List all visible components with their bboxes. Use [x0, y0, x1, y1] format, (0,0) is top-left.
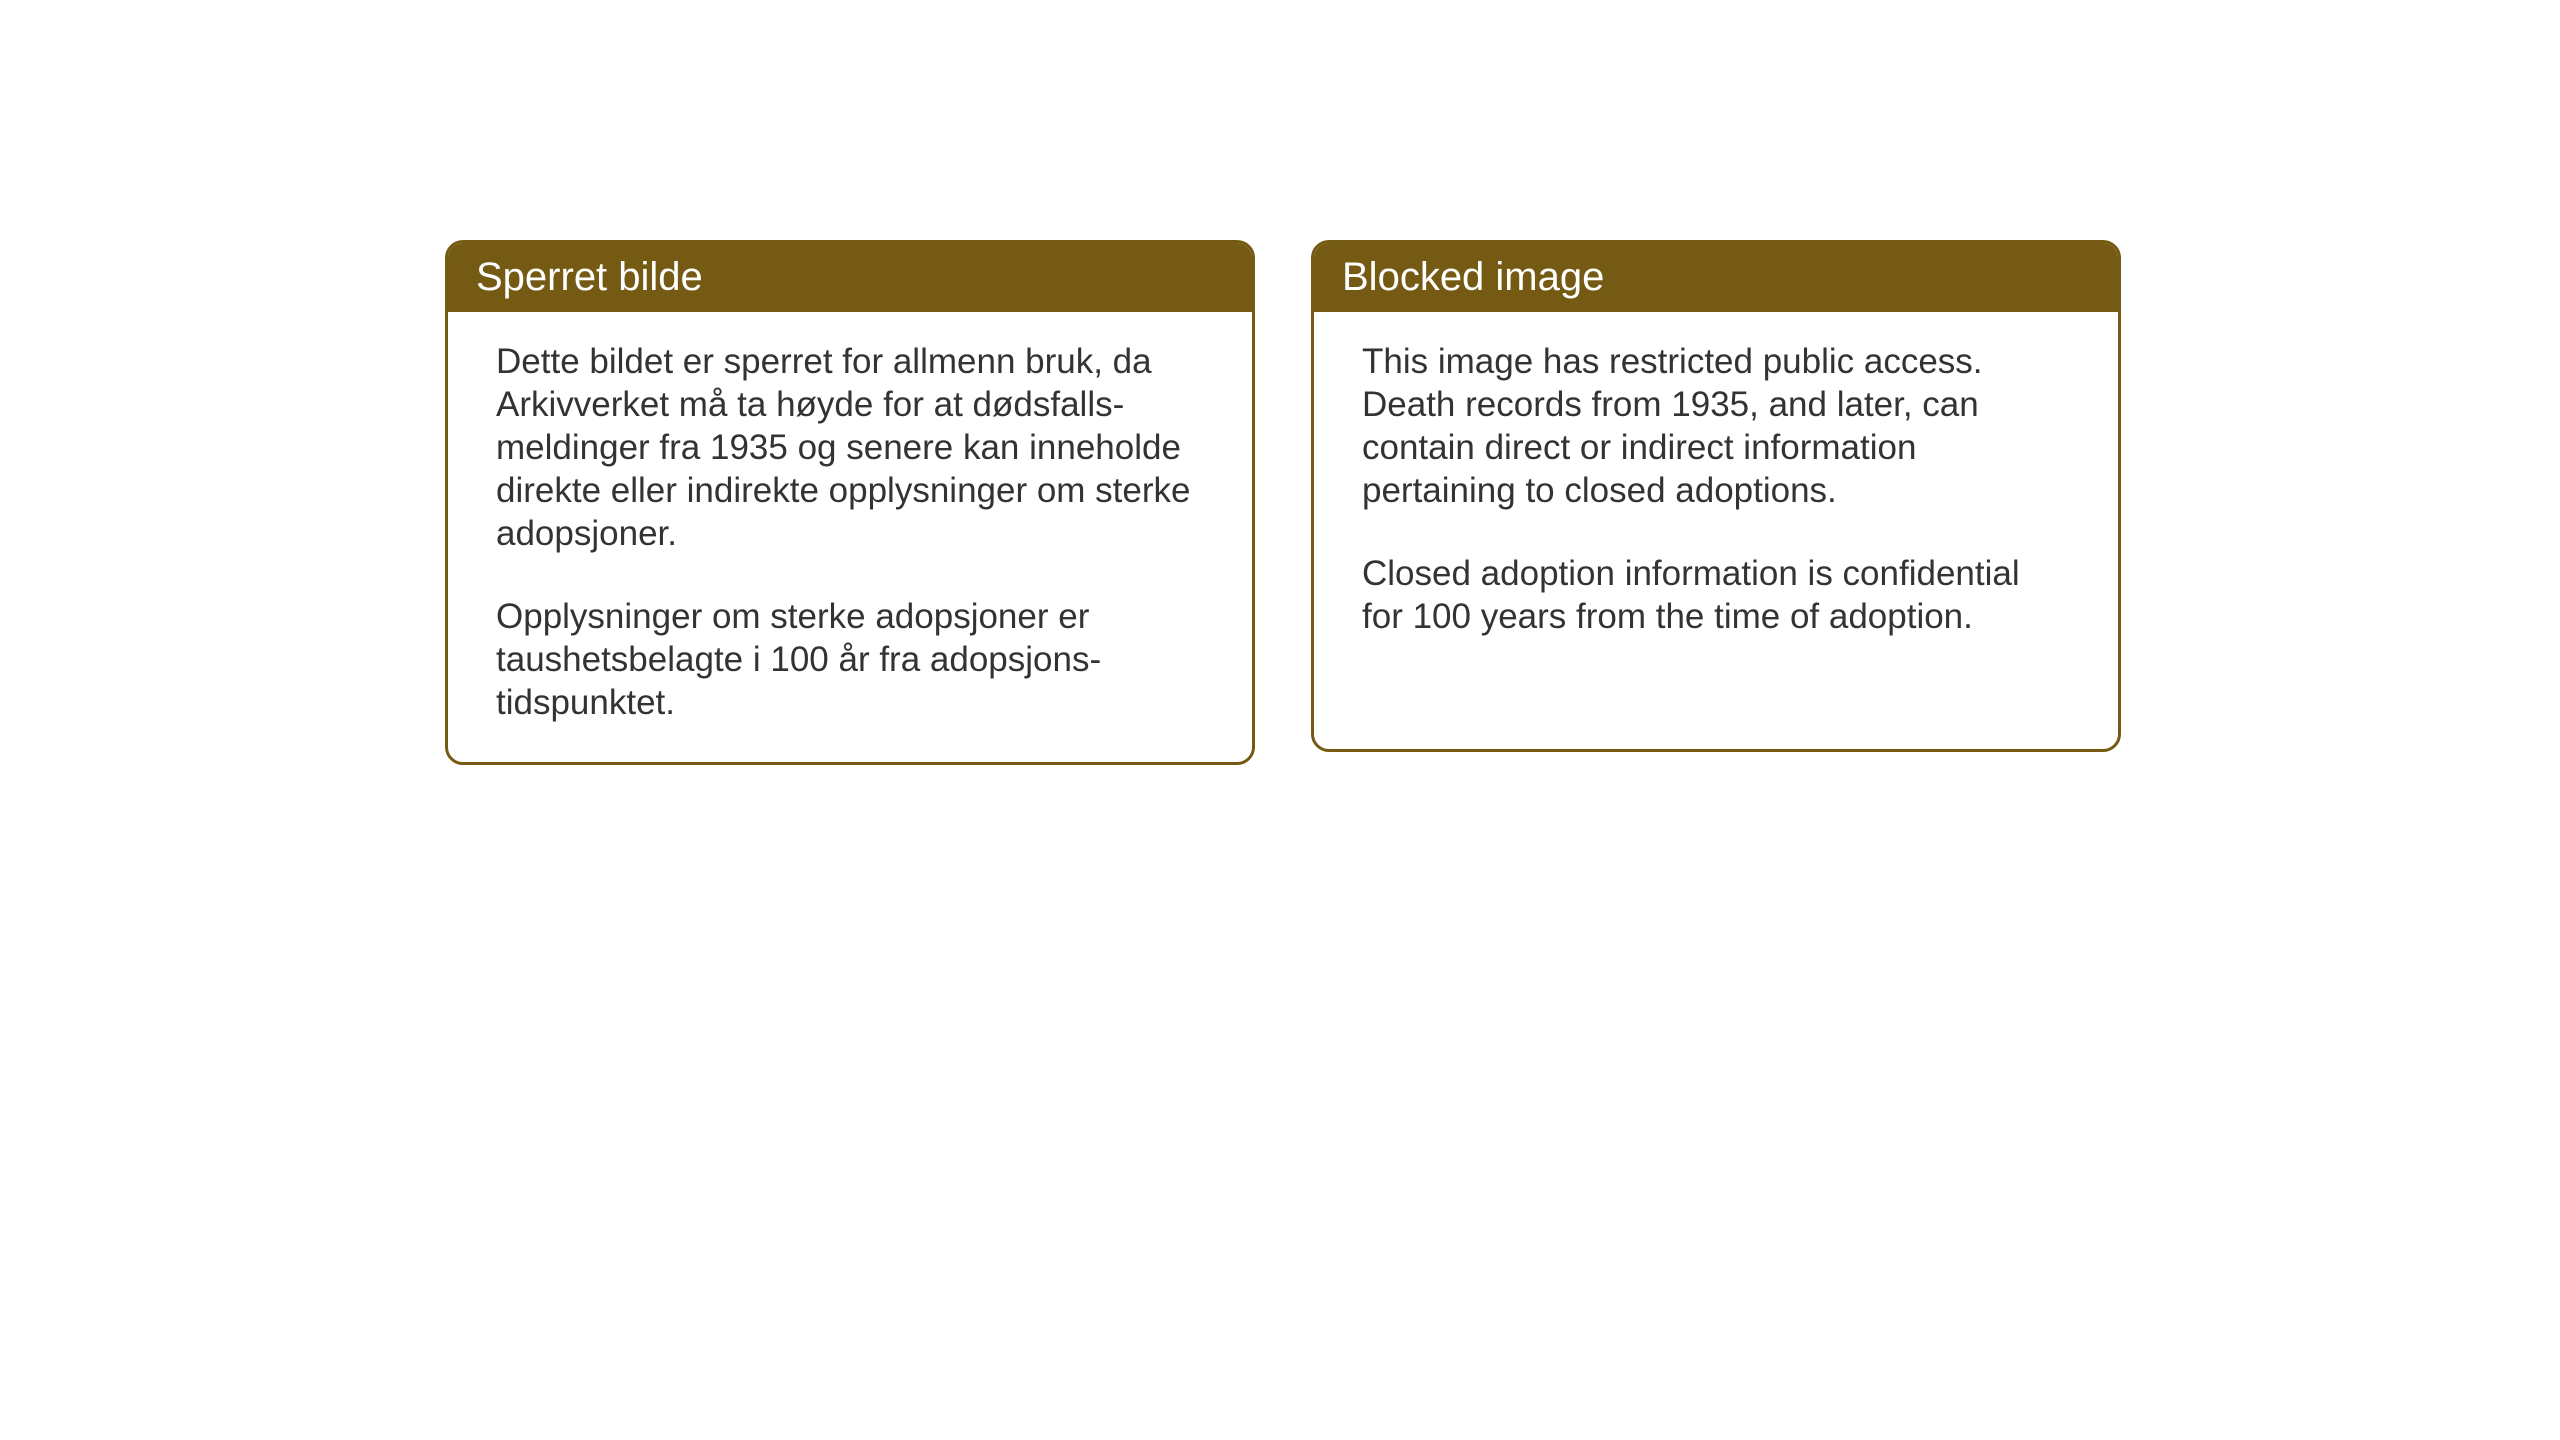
card-norwegian-body: Dette bildet er sperret for allmenn bruk…	[448, 312, 1252, 762]
card-english-header: Blocked image	[1314, 243, 2118, 312]
cards-container: Sperret bilde Dette bildet er sperret fo…	[445, 240, 2121, 765]
card-norwegian: Sperret bilde Dette bildet er sperret fo…	[445, 240, 1255, 765]
card-norwegian-title: Sperret bilde	[476, 255, 703, 299]
card-english: Blocked image This image has restricted …	[1311, 240, 2121, 752]
card-english-body: This image has restricted public access.…	[1314, 312, 2118, 676]
card-english-paragraph-1: This image has restricted public access.…	[1362, 340, 2070, 512]
card-norwegian-paragraph-2: Opplysninger om sterke adopsjoner er tau…	[496, 595, 1204, 724]
card-english-paragraph-2: Closed adoption information is confident…	[1362, 552, 2070, 638]
card-norwegian-paragraph-1: Dette bildet er sperret for allmenn bruk…	[496, 340, 1204, 555]
card-english-title: Blocked image	[1342, 255, 1604, 299]
card-norwegian-header: Sperret bilde	[448, 243, 1252, 312]
